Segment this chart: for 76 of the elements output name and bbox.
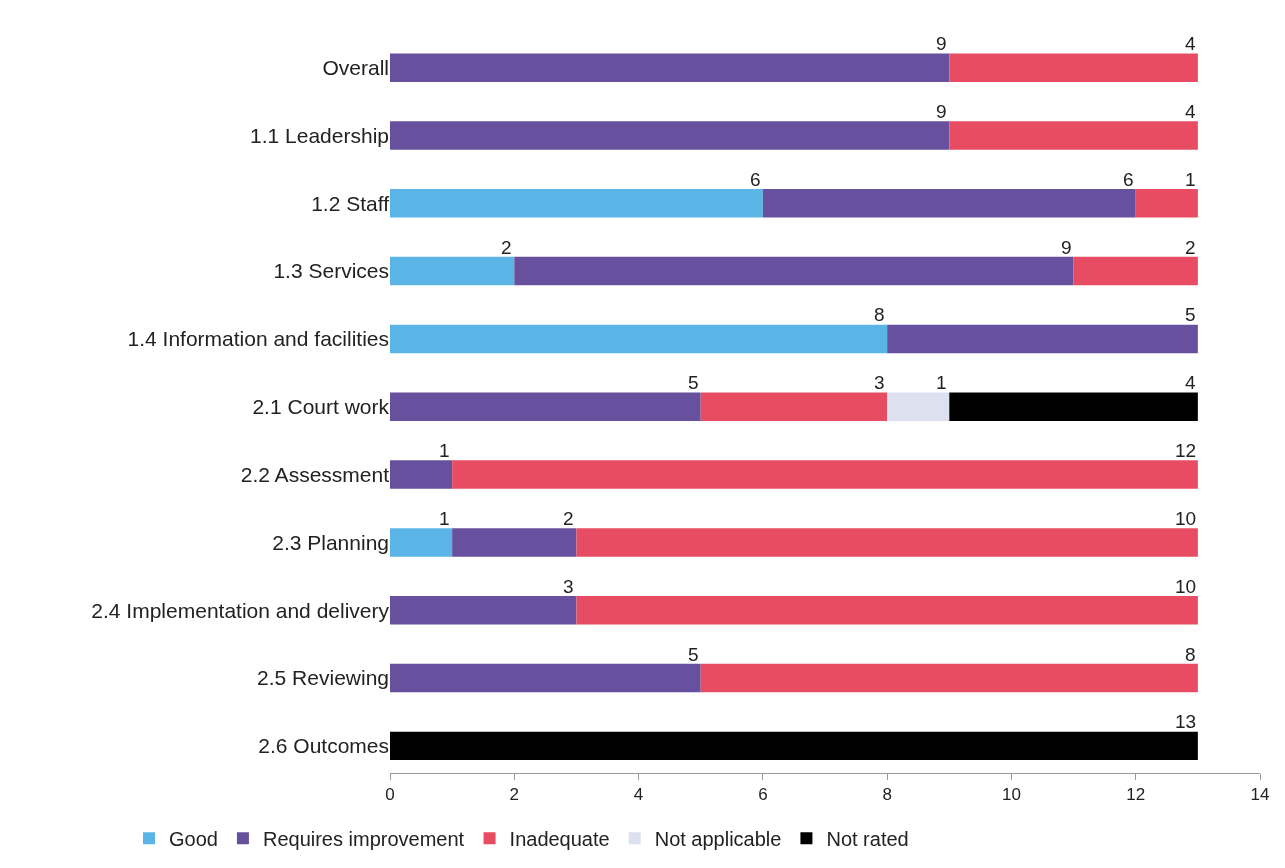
x-tick-label: 6	[758, 785, 768, 805]
data-label: 5	[688, 644, 699, 665]
x-tick-label: 0	[385, 785, 395, 805]
data-label: 10	[1175, 508, 1197, 529]
data-label: 9	[936, 101, 947, 122]
y-tick-label: 1.3 Services	[273, 259, 389, 283]
bar	[390, 392, 701, 421]
data-label: 5	[1185, 304, 1196, 325]
y-tick-label: 2.3 Planning	[272, 530, 389, 554]
legend-label: Good	[169, 828, 218, 851]
data-label: 6	[750, 169, 761, 190]
data-label: 4	[1185, 33, 1196, 54]
data-label: 13	[1175, 711, 1197, 732]
bar	[390, 731, 1198, 761]
bar	[390, 53, 950, 82]
data-label: 10	[1175, 576, 1197, 597]
y-tick-label: 2.1 Court work	[252, 395, 390, 419]
legend-label: Not applicable	[654, 828, 782, 851]
y-tick-label: 2.4 Implementation and delivery	[91, 598, 390, 622]
x-tick-label: 14	[1250, 785, 1270, 805]
data-label: 1	[1185, 169, 1196, 190]
data-label: 4	[1185, 101, 1196, 122]
data-label: 8	[1185, 644, 1196, 665]
y-tick-label: 2.6 Outcomes	[258, 734, 389, 758]
bar	[887, 392, 950, 421]
data-label: 3	[874, 372, 885, 393]
bar	[762, 189, 1136, 218]
y-tick-label: 1.1 Leadership	[250, 123, 389, 147]
bar	[452, 460, 1198, 489]
data-label: 3	[563, 576, 574, 597]
data-label: 6	[1123, 169, 1134, 190]
y-tick-label: 1.4 Information and facilities	[127, 327, 389, 351]
bar	[452, 528, 577, 557]
bar	[390, 460, 453, 489]
bar	[390, 528, 453, 557]
data-label: 1	[439, 508, 450, 529]
y-tick-label: Overall	[322, 56, 389, 79]
data-label: 2	[1185, 237, 1196, 258]
bar	[390, 256, 515, 286]
y-tick-label: 1.2 Staff	[311, 191, 390, 215]
bar	[700, 392, 888, 421]
legend-label: Not rated	[826, 828, 909, 851]
bar	[390, 121, 950, 150]
data-label: 1	[439, 440, 450, 461]
bar	[390, 663, 701, 693]
x-tick-label: 10	[1001, 785, 1021, 805]
bar	[949, 53, 1198, 82]
x-tick-label: 2	[509, 785, 520, 805]
data-label: 9	[936, 33, 947, 54]
data-label: 9	[1061, 237, 1072, 258]
bar	[514, 256, 1074, 286]
x-tick-label: 8	[882, 785, 892, 805]
data-label: 12	[1175, 440, 1197, 461]
legend-label: Inadequate	[509, 828, 610, 851]
bar	[390, 189, 763, 218]
bar	[1135, 189, 1198, 218]
bar	[576, 528, 1198, 557]
data-label: 1	[936, 372, 947, 393]
legend-label: Requires improvement	[262, 828, 465, 851]
bar	[576, 595, 1198, 625]
y-tick-label: 2.2 Assessment	[240, 462, 390, 486]
y-tick-label: 2.5 Reviewing	[257, 666, 389, 690]
data-label: 8	[874, 304, 885, 325]
bar	[390, 324, 888, 354]
x-tick-label: 12	[1126, 785, 1146, 805]
bar	[390, 595, 577, 625]
bar	[1073, 256, 1198, 286]
bar	[949, 121, 1198, 150]
data-label: 2	[501, 237, 512, 258]
bar	[949, 392, 1198, 421]
data-label: 4	[1185, 372, 1196, 393]
bar	[700, 663, 1198, 693]
data-label: 2	[563, 508, 574, 529]
data-label: 5	[688, 372, 699, 393]
bar	[887, 324, 1198, 354]
x-tick-label: 4	[633, 785, 644, 805]
